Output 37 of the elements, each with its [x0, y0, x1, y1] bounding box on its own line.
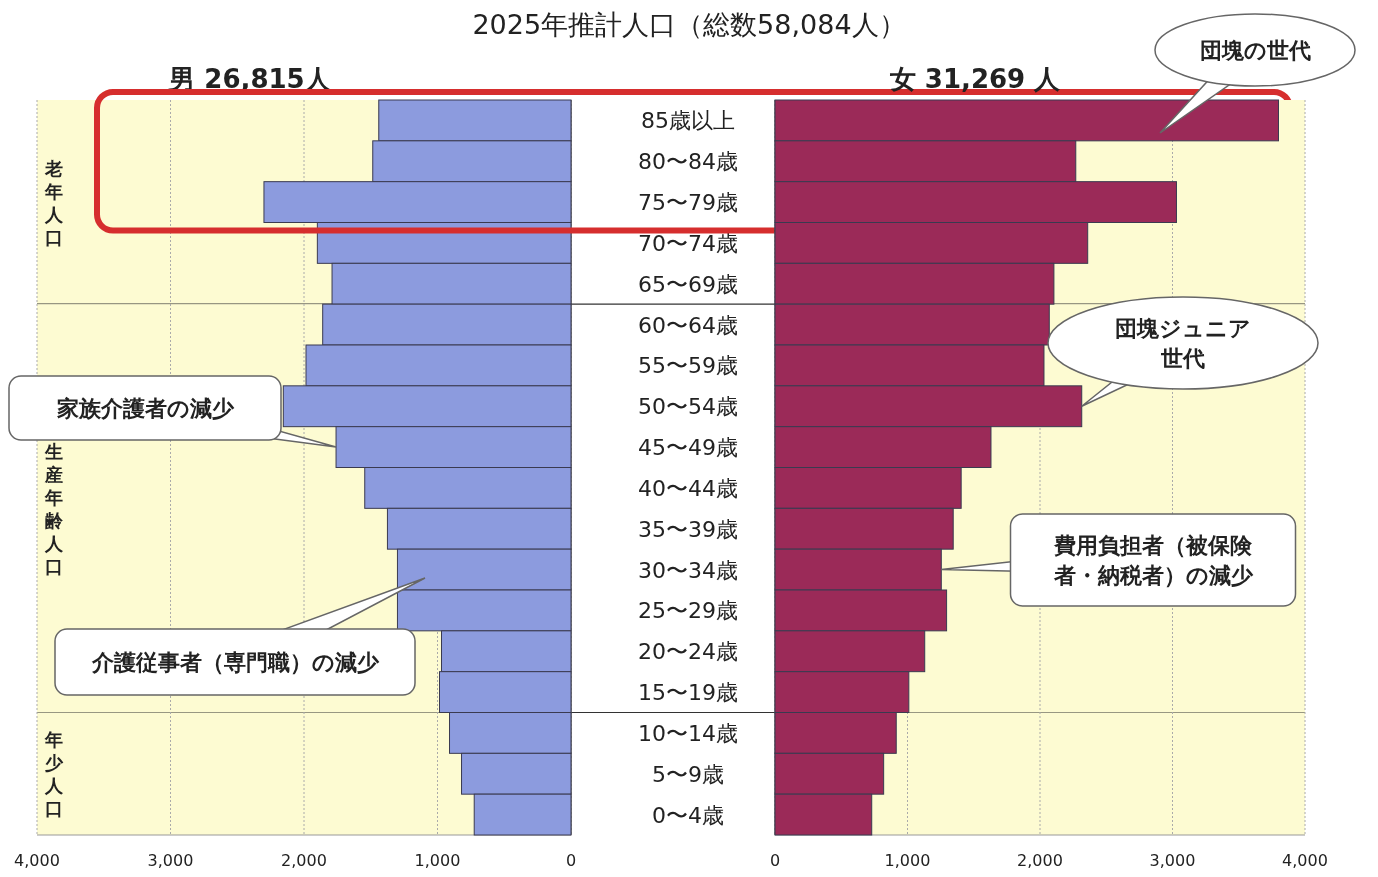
y-tick-label: 75〜79歳 [638, 190, 738, 216]
y-tick-label: 80〜84歳 [638, 149, 738, 175]
y-tick-label: 25〜29歳 [638, 598, 738, 624]
band-label: 年少人口 [44, 729, 64, 820]
x-tick-label: 2,000 [281, 851, 327, 870]
text: 団塊の世代 [1199, 38, 1311, 63]
x-tick-label: 2,000 [1017, 851, 1063, 870]
y-tick-label: 70〜74歳 [638, 230, 738, 256]
y-tick-label: 60〜64歳 [638, 312, 738, 338]
x-tick-label: 4,000 [1282, 851, 1328, 870]
y-tick-label: 15〜19歳 [638, 680, 738, 706]
y-tick-label: 20〜24歳 [638, 639, 738, 665]
y-tick-label: 0〜4歳 [652, 802, 724, 828]
band-label: 生産年齢人口 [44, 440, 64, 577]
y-tick-label: 65〜69歳 [638, 271, 738, 297]
x-tick-label: 1,000 [884, 851, 931, 870]
x-tick-label: 3,000 [147, 851, 194, 870]
y-tick-label: 85歳以上 [641, 108, 735, 134]
annotation: 家族介護者の減少 [55, 396, 235, 421]
annotation: 費用負担者（被保険者・納税者）の減少 [1052, 533, 1254, 588]
y-tick-label: 30〜34歳 [638, 557, 738, 583]
text: 2025年推計人口（総数58,084人） [472, 9, 906, 40]
x-tick-label: 3,000 [1149, 851, 1196, 870]
y-tick-label: 35〜39歳 [638, 516, 738, 542]
y-tick-label: 50〜54歳 [638, 394, 738, 420]
band-label: 老年人口 [44, 157, 64, 248]
y-tick-label: 45〜49歳 [638, 435, 738, 461]
x-tick-label: 0 [565, 851, 577, 870]
y-tick-label: 10〜14歳 [638, 720, 738, 746]
chart-title: 女 31,269 人 [888, 64, 1062, 94]
y-tick-label: 55〜59歳 [638, 353, 738, 379]
annotation: 介護従事者（専門職）の減少 [90, 650, 380, 675]
x-tick-label: 1,000 [414, 851, 461, 870]
x-tick-label: 4,000 [14, 851, 60, 870]
y-tick-label: 5〜9歳 [652, 761, 724, 787]
y-tick-label: 40〜44歳 [638, 475, 738, 501]
x-tick-label: 0 [769, 851, 781, 870]
